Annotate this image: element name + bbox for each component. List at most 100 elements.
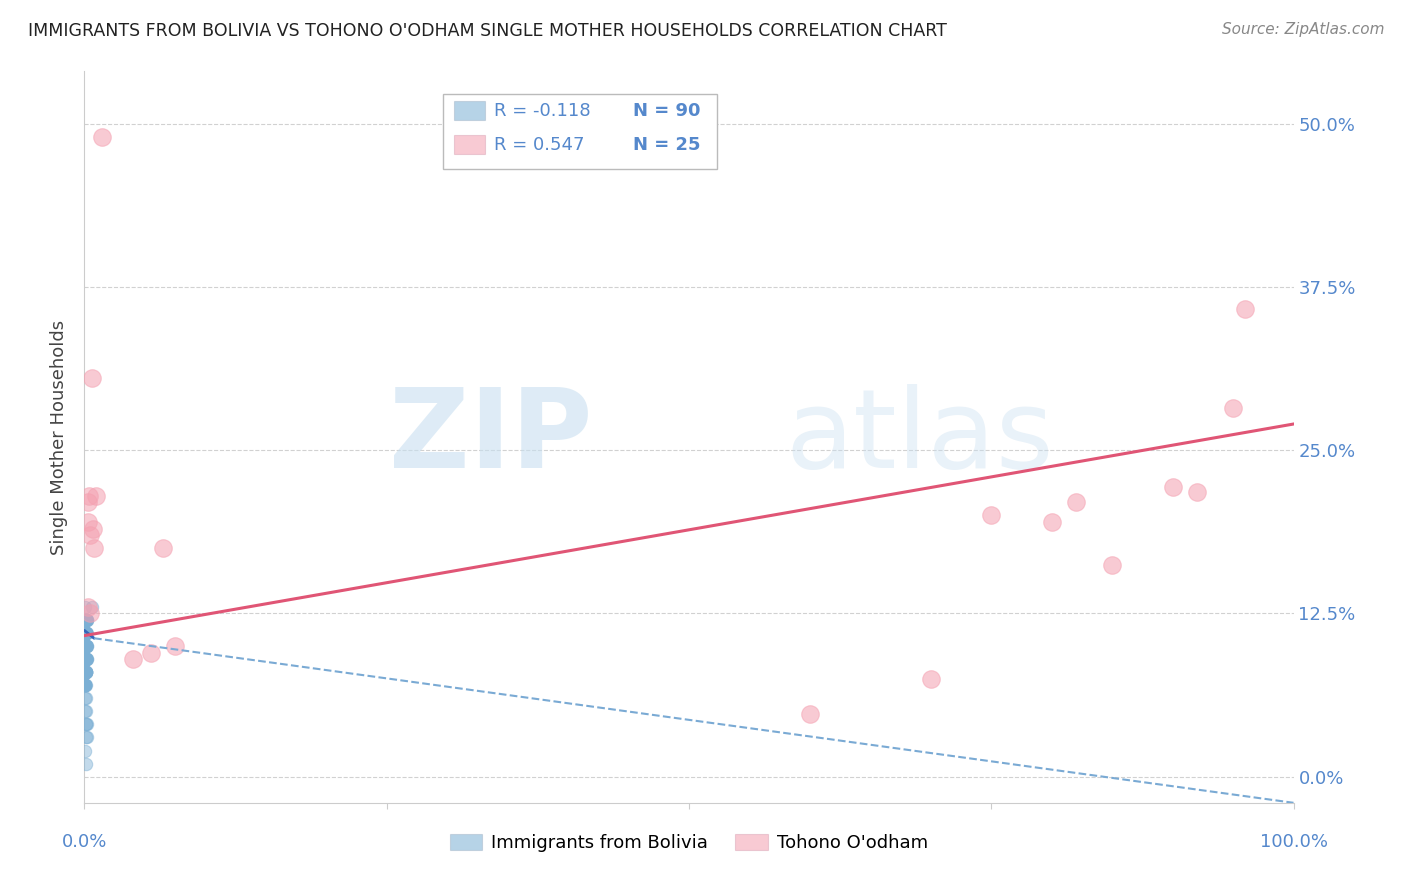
Point bbox=[75, 639, 97, 653]
Point bbox=[73, 652, 96, 666]
Point bbox=[91, 129, 114, 144]
Point bbox=[75, 665, 97, 680]
Point bbox=[80, 371, 103, 385]
Point bbox=[75, 626, 97, 640]
Point bbox=[1222, 401, 1244, 416]
Point bbox=[75, 652, 97, 666]
Text: Source: ZipAtlas.com: Source: ZipAtlas.com bbox=[1222, 22, 1385, 37]
Point bbox=[75, 639, 97, 653]
Point bbox=[73, 599, 96, 614]
Point bbox=[1101, 558, 1123, 573]
Point bbox=[75, 652, 97, 666]
Text: 100.0%: 100.0% bbox=[1260, 833, 1327, 851]
Point bbox=[75, 665, 97, 680]
Point bbox=[75, 626, 97, 640]
Point bbox=[73, 652, 96, 666]
Point bbox=[75, 626, 97, 640]
Point bbox=[73, 665, 96, 680]
Point bbox=[75, 705, 97, 719]
Point bbox=[75, 639, 97, 653]
Point bbox=[77, 515, 100, 529]
Point bbox=[83, 541, 105, 555]
Point bbox=[76, 613, 98, 627]
Point bbox=[79, 528, 101, 542]
Point bbox=[75, 639, 97, 653]
Point bbox=[75, 626, 97, 640]
Text: R = 0.547: R = 0.547 bbox=[494, 136, 583, 153]
Point bbox=[73, 665, 96, 680]
Point bbox=[121, 652, 143, 666]
Text: N = 25: N = 25 bbox=[633, 136, 700, 153]
Point bbox=[73, 652, 96, 666]
Text: IMMIGRANTS FROM BOLIVIA VS TOHONO O'ODHAM SINGLE MOTHER HOUSEHOLDS CORRELATION C: IMMIGRANTS FROM BOLIVIA VS TOHONO O'ODHA… bbox=[28, 22, 948, 40]
Point bbox=[79, 607, 101, 621]
Point bbox=[86, 489, 108, 503]
Point bbox=[73, 705, 96, 719]
Point bbox=[75, 626, 97, 640]
Y-axis label: Single Mother Households: Single Mother Households bbox=[51, 319, 69, 555]
Point bbox=[75, 639, 97, 653]
Point bbox=[73, 639, 96, 653]
Point bbox=[73, 665, 96, 680]
Point bbox=[75, 678, 97, 692]
Point bbox=[75, 652, 97, 666]
Point bbox=[76, 652, 98, 666]
Point bbox=[75, 639, 97, 653]
Point bbox=[73, 626, 96, 640]
Point bbox=[73, 626, 96, 640]
Point bbox=[75, 639, 97, 653]
Point bbox=[73, 678, 96, 692]
Point bbox=[75, 613, 97, 627]
Point bbox=[75, 717, 97, 731]
Point bbox=[152, 541, 174, 555]
Point bbox=[76, 639, 98, 653]
Point bbox=[73, 665, 96, 680]
Point bbox=[76, 639, 98, 653]
Point bbox=[76, 613, 98, 627]
Point bbox=[1064, 495, 1087, 509]
Legend: Immigrants from Bolivia, Tohono O'odham: Immigrants from Bolivia, Tohono O'odham bbox=[443, 827, 935, 860]
Point bbox=[73, 613, 96, 627]
Point bbox=[73, 652, 96, 666]
Point bbox=[75, 626, 97, 640]
Point bbox=[73, 678, 96, 692]
Point bbox=[75, 717, 97, 731]
Point bbox=[75, 691, 97, 706]
Point bbox=[75, 626, 97, 640]
Point bbox=[75, 652, 97, 666]
Point bbox=[75, 652, 97, 666]
Point bbox=[73, 626, 96, 640]
Point bbox=[920, 672, 942, 686]
Point bbox=[73, 639, 96, 653]
Point bbox=[75, 652, 97, 666]
Point bbox=[73, 678, 96, 692]
Point bbox=[75, 626, 97, 640]
Point bbox=[73, 652, 96, 666]
Point bbox=[73, 665, 96, 680]
Point bbox=[799, 706, 821, 721]
Text: N = 90: N = 90 bbox=[633, 102, 700, 120]
Point bbox=[75, 665, 97, 680]
Point bbox=[980, 508, 1002, 523]
Point bbox=[75, 613, 97, 627]
Point bbox=[1040, 515, 1063, 529]
Point bbox=[75, 665, 97, 680]
Point bbox=[75, 665, 97, 680]
Point bbox=[73, 678, 96, 692]
Point bbox=[75, 731, 97, 745]
Point bbox=[1185, 485, 1208, 500]
Point bbox=[75, 756, 97, 771]
Point bbox=[75, 665, 97, 680]
Point bbox=[82, 521, 104, 535]
Point bbox=[73, 678, 96, 692]
Point bbox=[73, 691, 96, 706]
Text: R = -0.118: R = -0.118 bbox=[494, 102, 591, 120]
Point bbox=[76, 731, 98, 745]
Point bbox=[139, 646, 162, 660]
Point bbox=[75, 626, 97, 640]
Point bbox=[165, 639, 187, 653]
Point bbox=[73, 678, 96, 692]
Point bbox=[76, 717, 98, 731]
Text: 0.0%: 0.0% bbox=[62, 833, 107, 851]
Point bbox=[80, 599, 103, 614]
